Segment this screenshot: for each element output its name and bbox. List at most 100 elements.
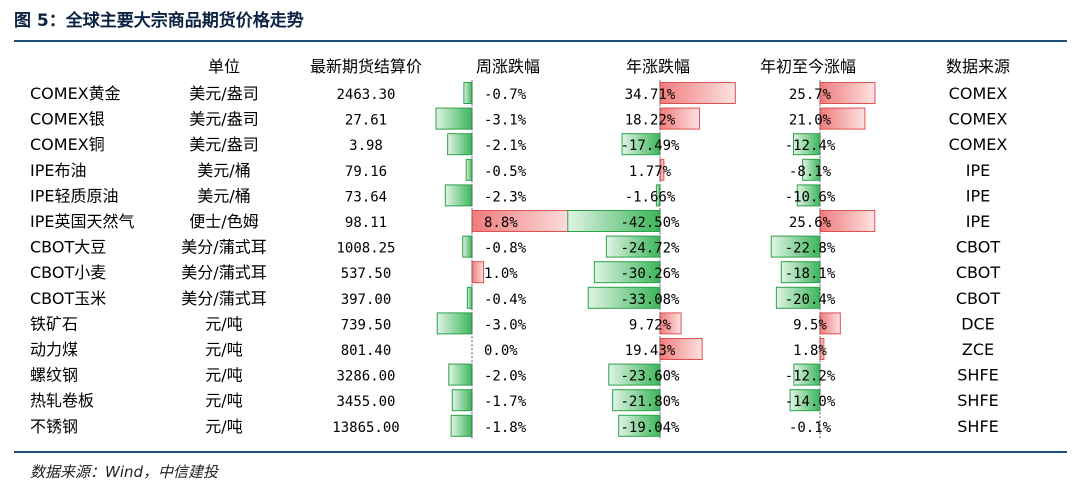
row-ytd-change: -22.8% [785, 241, 836, 257]
row-name: COMEX铜 [30, 135, 105, 154]
row-weekly-change: 8.8% [484, 215, 518, 231]
weekly-bar [448, 363, 473, 386]
row-annual-change: -30.26% [620, 266, 680, 282]
row-ytd-change: -12.4% [785, 138, 836, 154]
bottom-rule [14, 451, 1067, 453]
row-name: 热轧卷板 [30, 391, 94, 410]
column-header: 最新期货结算价 [310, 57, 422, 76]
row-price: 801.40 [341, 343, 392, 359]
row-price: 73.64 [345, 189, 387, 205]
row-price: 13865.00 [332, 420, 399, 436]
row-name: IPE英国天然气 [30, 212, 134, 231]
row-weekly-change: -0.8% [484, 241, 527, 257]
row-annual-change: -23.60% [620, 369, 680, 385]
ytd-bar [770, 235, 821, 258]
weekly-bar [466, 286, 473, 309]
row-ytd-change: 25.7% [789, 87, 832, 103]
row-name: 不锈钢 [30, 417, 78, 436]
weekly-bar [450, 414, 473, 437]
row-ytd-change: 1.8% [793, 343, 827, 359]
weekly-bar [471, 261, 485, 284]
row-name: 铁矿石 [30, 314, 78, 333]
row-unit: 元/吨 [205, 314, 242, 333]
row-annual-change: -17.49% [620, 138, 680, 154]
row-ytd-change: -12.2% [785, 369, 836, 385]
row-annual-change: 1.77% [629, 164, 672, 180]
row-annual-change: 19.43% [625, 343, 676, 359]
row-ytd-change: -8.1% [789, 164, 832, 180]
row-weekly-change: -0.5% [484, 164, 527, 180]
column-header: 年涨跌幅 [626, 57, 690, 76]
row-source: COMEX [949, 135, 1008, 154]
row-name: CBOT玉米 [30, 289, 106, 308]
weekly-bar [465, 158, 473, 181]
ytd-bar [793, 363, 821, 386]
row-name: COMEX黄金 [30, 84, 121, 103]
row-name: IPE布油 [30, 161, 86, 180]
row-ytd-change: -20.4% [785, 292, 836, 308]
row-annual-change: -24.72% [620, 241, 680, 257]
row-annual-change: 18.22% [625, 113, 676, 129]
row-name: 螺纹钢 [30, 366, 78, 385]
row-weekly-change: -1.7% [484, 394, 527, 410]
row-annual-change: -21.80% [620, 394, 680, 410]
column-header: 单位 [208, 57, 240, 76]
row-source: CBOT [956, 289, 1000, 308]
row-source: IPE [966, 212, 990, 231]
row-unit: 美元/盎司 [189, 135, 258, 154]
annual-bar [659, 312, 682, 335]
row-source: SHFE [957, 366, 999, 385]
row-unit: 美分/蒲式耳 [181, 289, 266, 308]
row-name: 动力煤 [30, 340, 78, 359]
row-annual-change: -42.50% [620, 215, 680, 231]
row-unit: 元/吨 [205, 366, 242, 385]
annual-bar [608, 363, 661, 386]
row-unit: 元/吨 [205, 340, 242, 359]
row-annual-change: -33.08% [620, 292, 680, 308]
weekly-bar [462, 235, 473, 258]
row-unit: 美分/蒲式耳 [181, 263, 266, 282]
weekly-bar [463, 82, 473, 104]
row-price: 98.11 [345, 215, 387, 231]
annual-bar [605, 235, 661, 258]
row-weekly-change: -2.0% [484, 369, 527, 385]
top-rule [14, 40, 1067, 42]
row-ytd-change: -0.1% [789, 420, 832, 436]
row-ytd-change: 25.6% [789, 215, 832, 231]
row-price: 537.50 [341, 266, 392, 282]
row-annual-change: 34.71% [625, 87, 676, 103]
row-source: IPE [966, 186, 990, 205]
column-header: 年初至今涨幅 [760, 57, 856, 76]
row-price: 2463.30 [336, 87, 395, 103]
row-annual-change: 9.72% [629, 317, 672, 333]
row-source: IPE [966, 161, 990, 180]
row-price: 27.61 [345, 113, 387, 129]
annual-bar [655, 184, 661, 207]
row-source: CBOT [956, 238, 1000, 257]
column-header: 周涨跌幅 [476, 57, 540, 76]
annual-bar [659, 107, 701, 130]
row-unit: 美元/盎司 [189, 84, 258, 103]
row-unit: 元/吨 [205, 417, 242, 436]
row-source: CBOT [956, 263, 1000, 282]
row-price: 3.98 [349, 138, 383, 154]
row-weekly-change: -0.7% [484, 87, 527, 103]
row-price: 397.00 [341, 292, 392, 308]
weekly-bar [435, 107, 473, 130]
source-note: 数据来源：Wind，中信建投 [30, 463, 219, 481]
row-source: SHFE [957, 417, 999, 436]
row-unit: 美元/桶 [197, 186, 250, 205]
row-unit: 美元/盎司 [189, 110, 258, 129]
row-weekly-change: -3.0% [484, 317, 527, 333]
row-unit: 美元/桶 [197, 161, 250, 180]
row-annual-change: -1.66% [625, 189, 676, 205]
row-weekly-change: -2.1% [484, 138, 527, 154]
ytd-bar [819, 312, 841, 335]
row-name: COMEX银 [30, 110, 105, 129]
ytd-bar [819, 107, 866, 130]
row-price: 739.50 [341, 317, 392, 333]
row-name: IPE轻质原油 [30, 186, 118, 205]
row-source: SHFE [957, 391, 999, 410]
column-header: 数据来源 [946, 57, 1010, 76]
